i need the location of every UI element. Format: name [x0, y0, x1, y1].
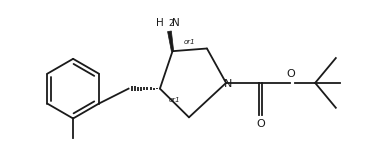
Text: or1: or1: [168, 97, 180, 103]
Text: or1: or1: [183, 39, 195, 45]
Text: O: O: [286, 69, 295, 79]
Text: 2: 2: [169, 19, 174, 28]
Text: N: N: [172, 18, 180, 28]
Text: H: H: [156, 18, 164, 28]
Text: O: O: [256, 119, 265, 129]
Text: N: N: [223, 79, 232, 89]
Polygon shape: [167, 31, 174, 51]
